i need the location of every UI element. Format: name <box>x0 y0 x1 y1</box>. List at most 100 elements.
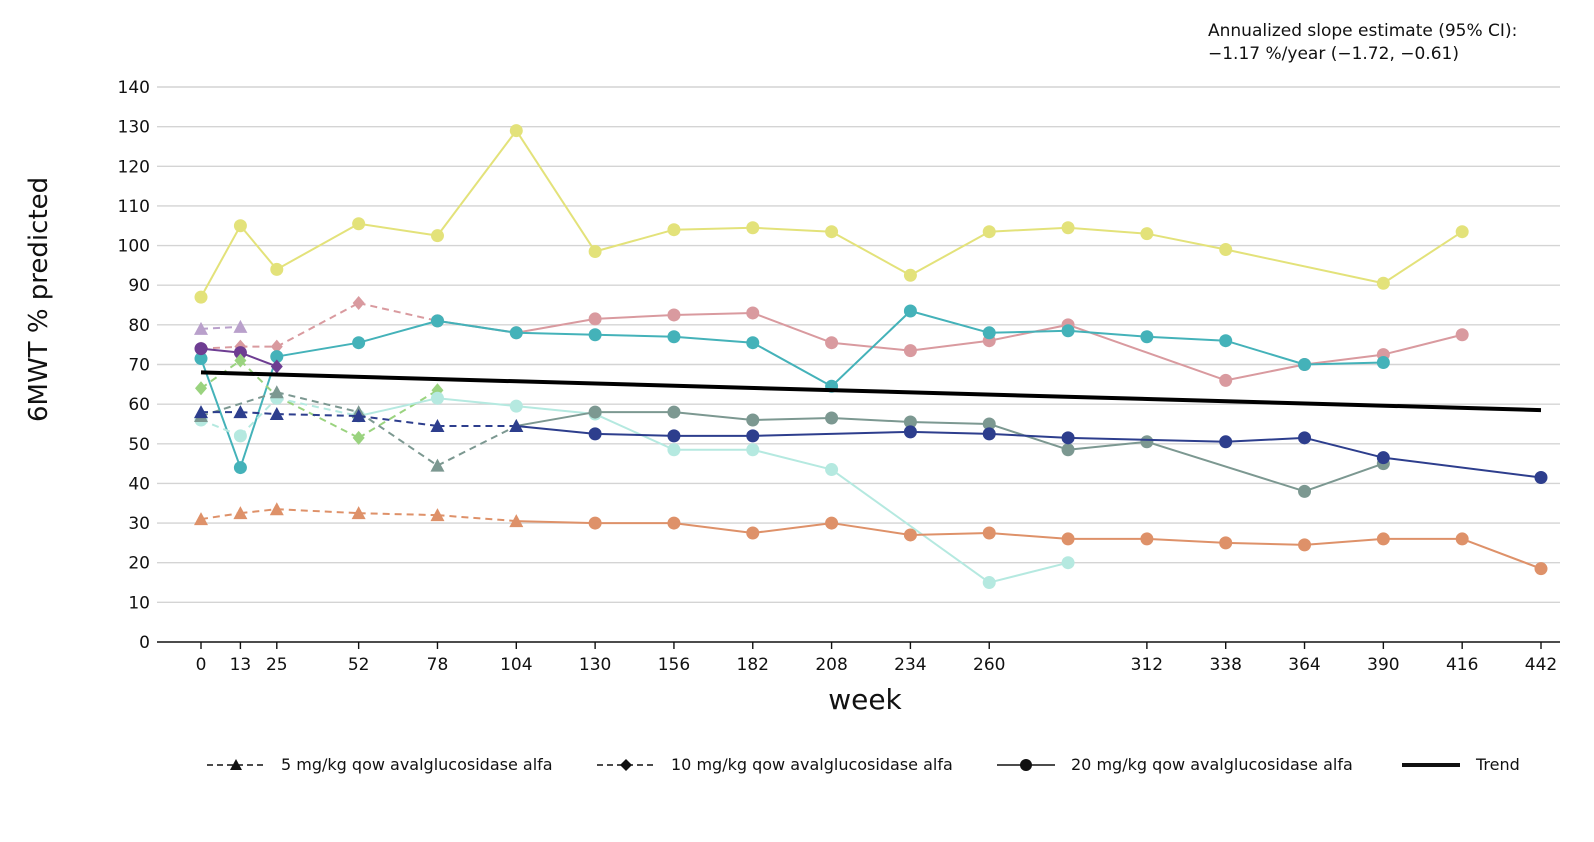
series-segment <box>200 225 242 298</box>
data-point-circle <box>1376 276 1390 290</box>
data-point-circle <box>270 262 284 276</box>
data-point-circle <box>667 443 681 457</box>
data-point-circle <box>1534 562 1548 576</box>
series-segment <box>200 325 241 330</box>
series-segment <box>1067 440 1147 451</box>
data-point-circle <box>982 225 996 239</box>
data-point-circle <box>1376 356 1390 370</box>
y-tick-label: 140 <box>118 78 150 98</box>
data-point-circle <box>667 516 681 530</box>
y-tick-label: 130 <box>118 118 150 138</box>
data-point-circle <box>194 352 208 366</box>
x-axis-label: week <box>828 683 902 716</box>
series-segment <box>752 226 832 233</box>
series-segment <box>437 425 517 467</box>
series-segment <box>516 331 596 336</box>
trend-line <box>200 370 1542 413</box>
data-point-circle <box>825 336 839 350</box>
data-point-circle <box>746 306 760 320</box>
series-segment <box>239 397 278 437</box>
data-point-circle <box>509 124 523 138</box>
series-segment <box>752 448 832 471</box>
x-tick-label: 234 <box>894 655 926 675</box>
x-tick-label: 52 <box>348 655 370 675</box>
series-segment <box>1225 339 1305 366</box>
data-point-circle <box>1376 451 1390 465</box>
x-tick-label: 390 <box>1367 655 1399 675</box>
data-point-triangle <box>194 512 208 526</box>
y-tick-label: 80 <box>128 316 150 336</box>
series-segment <box>673 226 753 231</box>
y-tick-labels: 0 10 20 30 40 50 60 70 80 90 100 110 120 130 140 <box>118 78 150 653</box>
legend-item-trend: Trend <box>1400 755 1520 774</box>
series-segment <box>276 391 359 414</box>
series-segment <box>358 319 438 344</box>
data-point-circle <box>825 463 839 477</box>
data-point-circle <box>903 415 917 429</box>
series-segment <box>830 310 912 388</box>
series-segment <box>1068 436 1226 443</box>
x-tick-labels: 0 13 25 52 78 104 130 156 182 208 234 260 312 338 364 3… <box>196 642 1557 675</box>
data-point-circle <box>903 268 917 282</box>
data-point-diamond <box>352 296 365 311</box>
series-segment <box>276 413 359 418</box>
data-point-circle <box>1219 334 1233 348</box>
series-segment <box>516 405 596 416</box>
data-point-triangle <box>509 514 524 528</box>
slope-annotation: Annualized slope estimate (95% CI): −1.1… <box>1208 20 1517 66</box>
series-segment <box>752 312 832 344</box>
data-point-circle <box>903 528 917 542</box>
data-point-circle <box>588 328 602 342</box>
data-point-circle <box>1298 358 1312 371</box>
data-point-circle <box>746 526 760 540</box>
x-tick-label: 25 <box>266 655 288 675</box>
series-segment <box>240 508 277 515</box>
data-point-circle <box>588 405 602 419</box>
x-tick-label: 416 <box>1446 655 1478 675</box>
data-point-circle <box>233 461 247 475</box>
data-point-circle <box>1298 538 1312 552</box>
legend-item-5mg: 5 mg/kg qow avalglucosidase alfa <box>205 755 553 774</box>
data-point-triangle <box>269 385 284 399</box>
series-segment <box>831 468 990 584</box>
series-segment <box>909 230 990 277</box>
data-point-diamond <box>270 359 283 374</box>
x-tick-label: 13 <box>230 655 252 675</box>
data-point-triangle <box>351 409 366 423</box>
data-point-circle <box>352 217 366 231</box>
data-point-circle <box>982 526 996 540</box>
data-point-triangle <box>351 506 366 520</box>
series-segment <box>831 230 911 277</box>
data-point-circle <box>352 336 366 350</box>
data-point-circle <box>982 417 996 431</box>
data-point-circle <box>903 425 917 439</box>
data-point-diamond <box>195 381 207 396</box>
data-point-circle <box>1298 431 1312 445</box>
data-point-circle <box>588 516 602 530</box>
legend-label-5mg: 5 mg/kg qow avalglucosidase alfa <box>281 755 553 774</box>
series-segment <box>1067 226 1147 235</box>
y-tick-label: 120 <box>118 157 150 177</box>
data-point-triangle <box>430 508 445 522</box>
data-point-triangle <box>194 405 208 419</box>
data-point-triangle <box>233 319 248 333</box>
series-segment <box>437 514 517 523</box>
series-segment <box>358 389 438 439</box>
series-segment <box>989 226 1069 233</box>
data-point-circle <box>746 413 760 427</box>
data-point-circle <box>1061 431 1075 445</box>
data-point-triangle <box>233 405 248 419</box>
y-tick-label: 40 <box>128 474 150 494</box>
series-segment <box>358 415 438 427</box>
y-tick-label: 30 <box>128 514 150 534</box>
y-tick-label: 100 <box>118 237 150 257</box>
series-segment <box>358 302 438 322</box>
data-point-circle <box>1455 328 1469 342</box>
legend-label-trend: Trend <box>1476 755 1520 774</box>
x-tick-label: 104 <box>500 655 532 675</box>
data-point-circle <box>1061 221 1075 235</box>
data-point-triangle <box>269 502 284 516</box>
series-segment <box>1304 436 1384 459</box>
series-segment <box>988 561 1069 584</box>
series-segment <box>1304 353 1384 366</box>
